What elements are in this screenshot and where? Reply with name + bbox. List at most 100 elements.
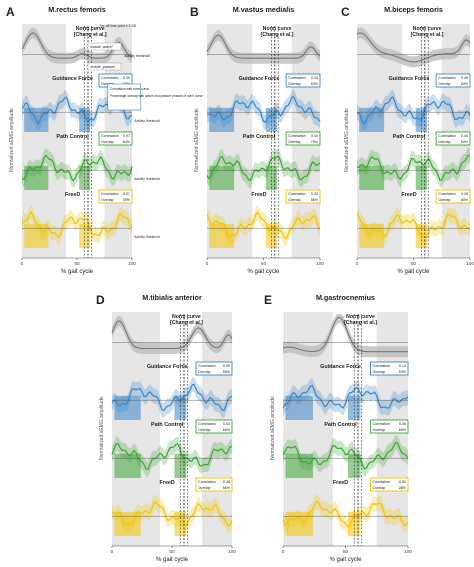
panel-D: D M.tibialis anterior Normalized sEMG ampl…: [96, 293, 236, 563]
active-area: [114, 395, 141, 420]
panel-title: M.biceps femoris: [384, 5, 443, 14]
overlap-value: 28%: [399, 486, 407, 490]
toe-off-pointer: [90, 26, 100, 31]
overlap-label: Overlap: [198, 428, 211, 432]
x-tick-label: 100: [316, 261, 324, 267]
mean-curve: [206, 155, 321, 182]
correlation-label: Correlation: [198, 364, 216, 368]
correlation-value: -0.50: [398, 480, 406, 484]
stats-box: [195, 419, 233, 434]
overlap-value: 66%: [399, 428, 407, 432]
row-title: FreeD: [65, 192, 80, 198]
active-area: [348, 395, 361, 420]
panel-B: B M.vastus medialis Normalized sEMG amplit…: [190, 5, 324, 275]
row-title: FreeD: [333, 480, 348, 486]
row-threshold-label: Activity threshold: [134, 235, 160, 239]
correlation-label: Correlation: [438, 76, 456, 80]
row-title: Guidance Force: [389, 76, 430, 82]
stats-box: [370, 361, 409, 376]
stats-box: [285, 131, 321, 146]
muscle-active-label: muscle „active": [90, 45, 114, 49]
active-area: [174, 511, 187, 536]
row-threshold-label: Activity threshold: [134, 119, 160, 123]
norm-curve-label: Norm curve: [172, 314, 201, 320]
overlap-value: 56%: [311, 198, 319, 202]
mean-curve: [111, 383, 233, 412]
sd-band: [22, 147, 132, 189]
x-tick-label: 100: [466, 261, 474, 267]
norm-curve-label: Norm curve: [76, 26, 105, 32]
sd-band: [357, 89, 470, 132]
panel-letter: E: [264, 293, 272, 307]
muscle-active-box: [87, 42, 122, 51]
row-title: Guidance Force: [239, 76, 280, 82]
callout-box: [107, 83, 142, 111]
mean-curve: [206, 211, 321, 240]
sd-band: [283, 378, 408, 416]
x-tick-label: 100: [128, 261, 136, 267]
correlation-value: 0.06: [399, 422, 406, 426]
norm-curve-source: [Chang et al.]: [261, 32, 294, 38]
mean-curve: [111, 501, 233, 527]
active-area: [285, 511, 313, 536]
x-tick-label: 100: [404, 549, 412, 555]
x-tick-label: 50: [343, 549, 349, 555]
norm-curve-label: Norm curve: [413, 26, 442, 32]
correlation-value: 0.43: [311, 134, 318, 138]
correlation-value: 0.53: [223, 422, 230, 426]
active-area: [348, 511, 361, 536]
active-area: [114, 453, 141, 478]
overlap-label: Overlap: [101, 198, 114, 202]
overlap-value: 63%: [311, 82, 319, 86]
norm-band: [357, 27, 470, 68]
x-axis-label: % gait cycle: [156, 557, 189, 563]
panel-letter: C: [341, 5, 350, 19]
correlation-label: Correlation: [198, 422, 216, 426]
stats-box: [435, 189, 471, 204]
overlap-value: 64%: [123, 140, 131, 144]
correlation-value: 0.45: [461, 134, 468, 138]
correlation-value: 0.97: [123, 134, 130, 138]
stats-box: [285, 73, 321, 88]
y-axis-label: Normalized sEMG amplitude: [9, 108, 15, 172]
correlation-label: Correlation: [288, 134, 306, 138]
mean-curve: [356, 213, 471, 238]
sd-band: [22, 89, 132, 131]
x-tick-label: 50: [261, 261, 267, 267]
norm-band: [207, 29, 320, 64]
overlap-value: 25%: [123, 198, 131, 202]
overlap-value: 56%: [223, 486, 231, 490]
panel-title: M.rectus femoris: [48, 5, 106, 14]
norm-curve-source: [Chang et al.]: [344, 320, 377, 326]
panel-E: E M.gastrocnemius Normalized sEMG amplitud…: [264, 293, 412, 563]
norm-curve: [206, 34, 321, 59]
x-tick-label: 0: [206, 261, 209, 267]
stats-box: [435, 73, 471, 88]
correlation-value: 0.28: [461, 192, 468, 196]
row-title: Path Control: [56, 134, 89, 140]
mean-curve: [206, 95, 321, 124]
overlap-label: Overlap: [373, 370, 386, 374]
overlap-label: Overlap: [288, 198, 301, 202]
x-axis-label: % gait cycle: [247, 269, 280, 275]
overlap-value: 58%: [223, 370, 231, 374]
mean-curve: [282, 384, 409, 409]
overlap-value: 75%: [311, 140, 319, 144]
correlation-label: Correlation: [198, 480, 216, 484]
norm-curve-label: Norm curve: [263, 26, 292, 32]
norm-curve: [356, 32, 471, 63]
active-area: [209, 223, 235, 248]
overlap-label: Overlap: [101, 82, 114, 86]
stats-box: [285, 189, 321, 204]
sd-band: [357, 205, 470, 245]
x-tick-label: 0: [356, 261, 359, 267]
norm-curve-source: [Chang et al.]: [74, 32, 107, 38]
stats-box: [195, 477, 233, 492]
row-title: FreeD: [401, 192, 416, 198]
norm-curve-source: [Chang et al.]: [170, 320, 203, 326]
row-title: Path Control: [324, 422, 357, 428]
active-area: [24, 223, 49, 248]
norm-curve-label: Norm curve: [346, 314, 375, 320]
x-axis-label: % gait cycle: [61, 269, 94, 275]
correlation-value: 0.14: [399, 364, 406, 368]
